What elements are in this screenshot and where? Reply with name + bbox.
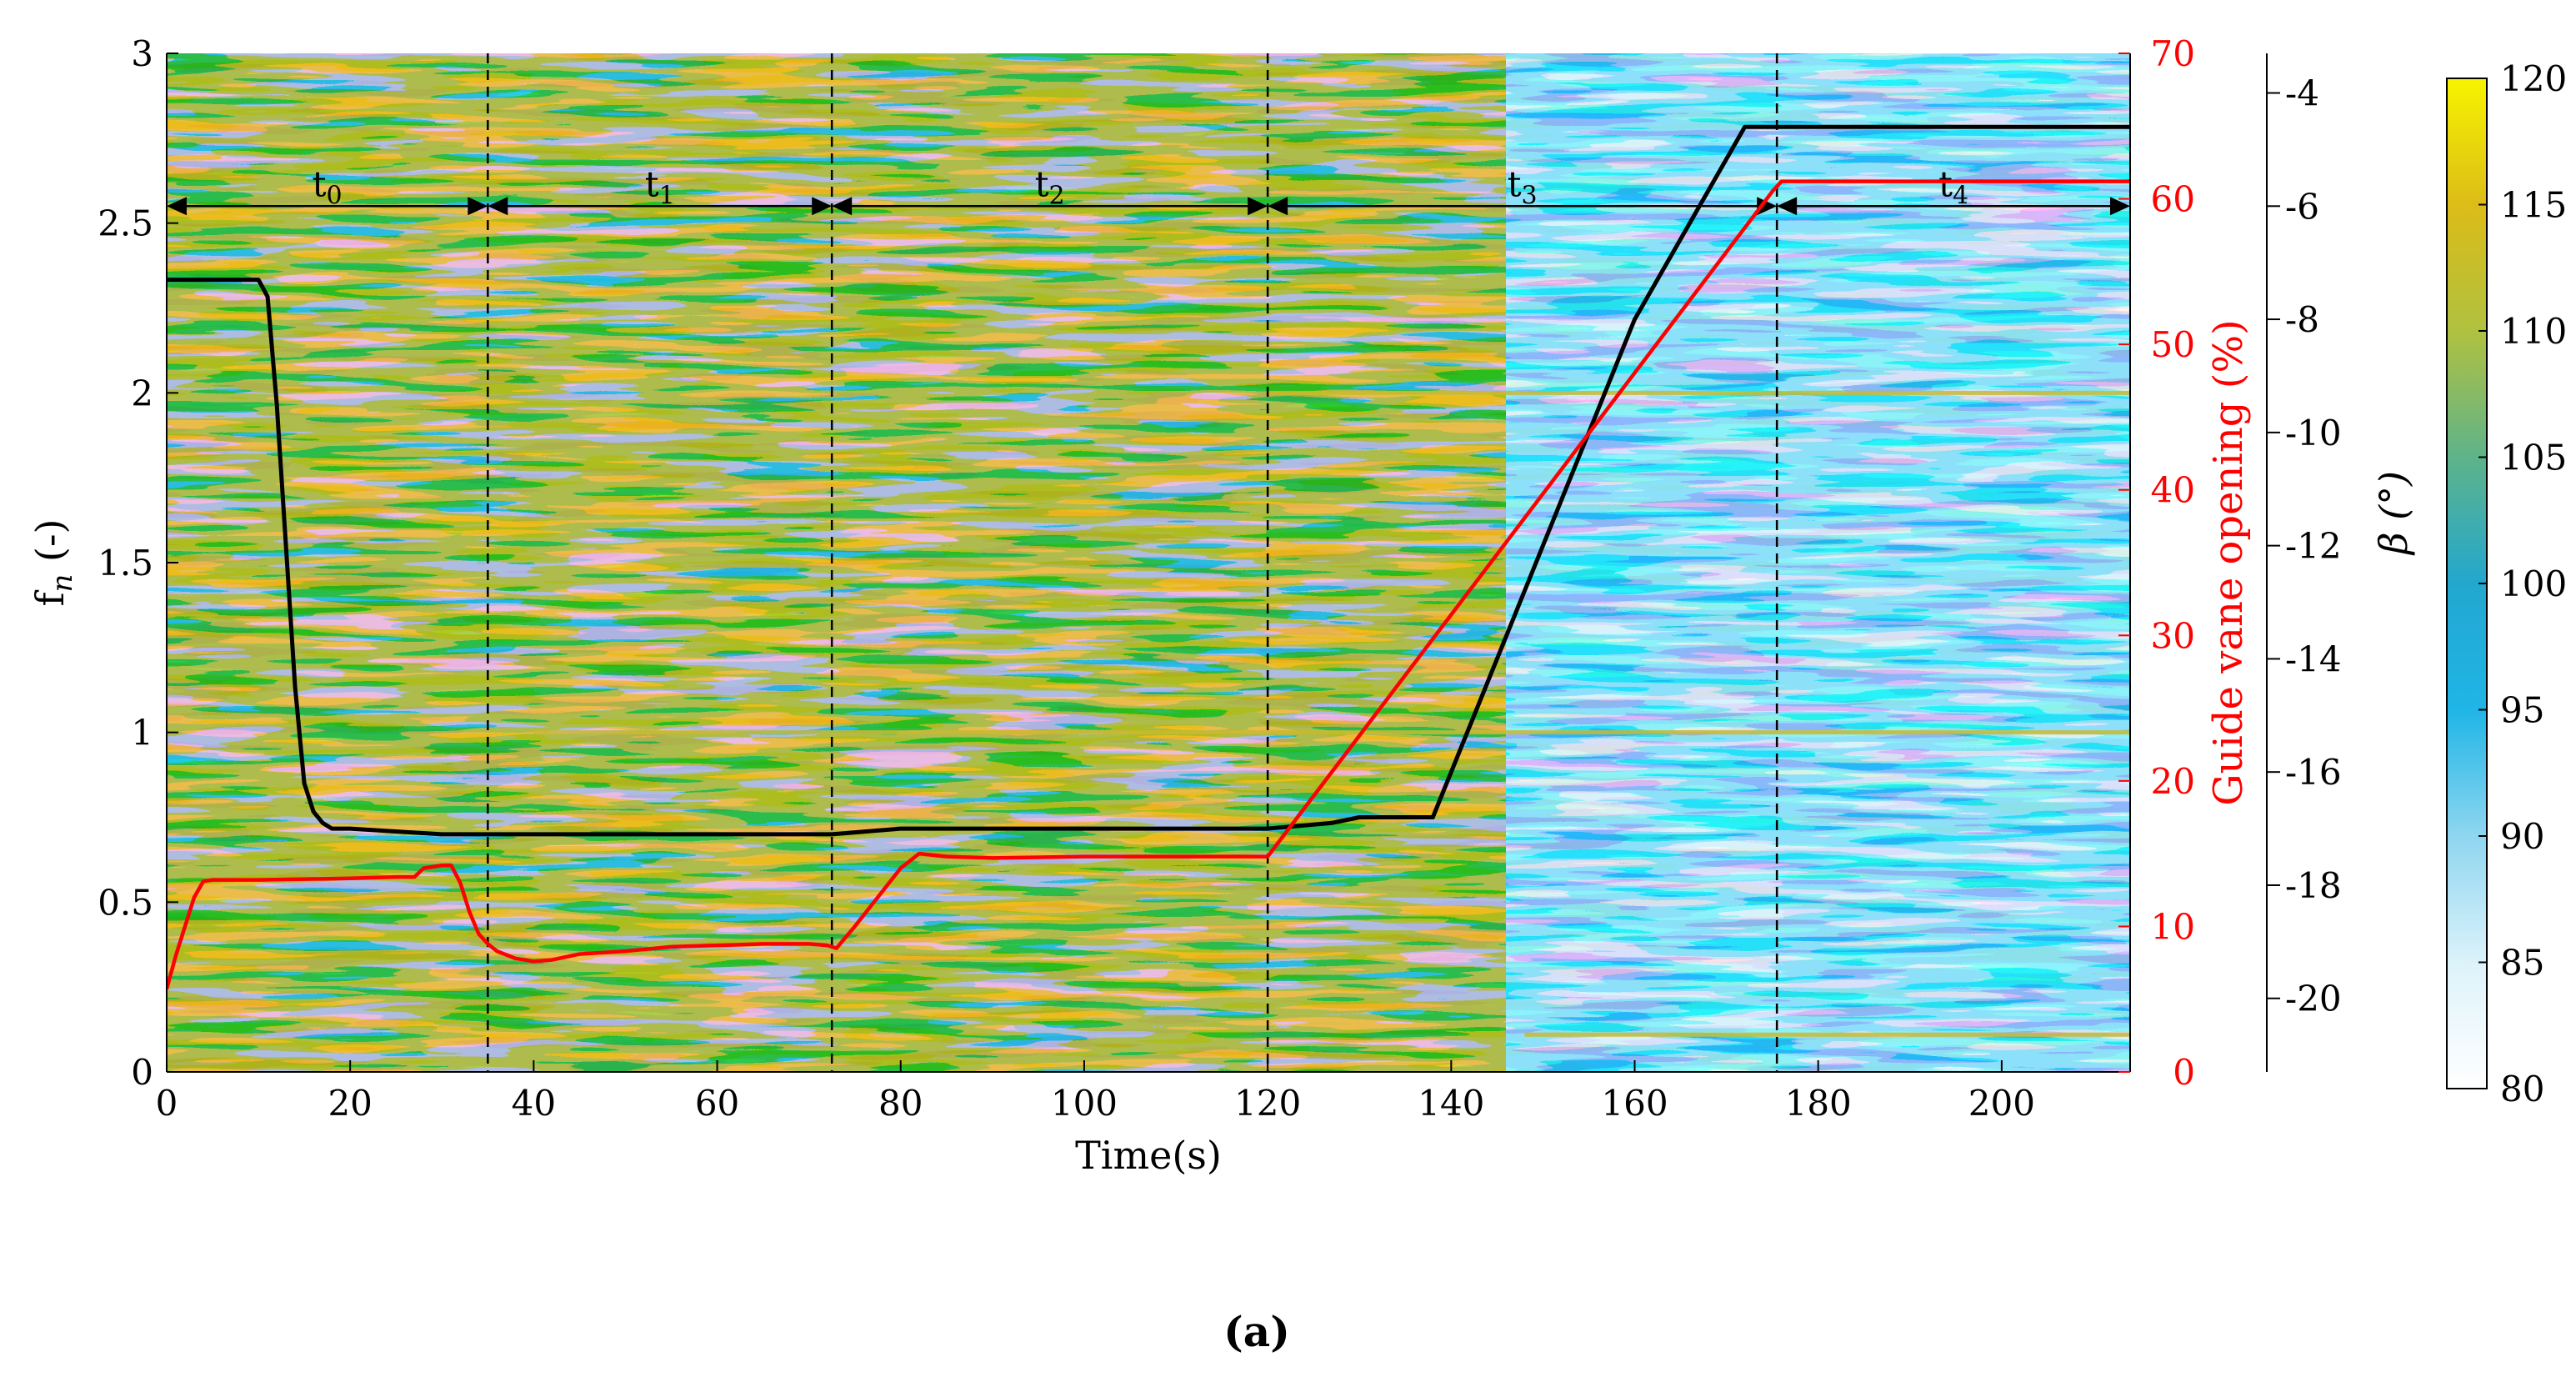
x-tick-label: 60 — [695, 1083, 739, 1124]
phase-arrow-3 — [1268, 197, 1778, 216]
phase-arrow-2 — [832, 197, 1268, 216]
colorbar-tick-label: 85 — [2500, 943, 2544, 984]
y-guide-vane-tick-label: 30 — [2151, 615, 2195, 656]
y-beta-tick-label: -18 — [2285, 865, 2342, 906]
heatmap-field — [167, 53, 2130, 1072]
phase-label-4: t4 — [1938, 163, 1968, 210]
axes: 0 20 40 60 80 100 120 140 160 180 20000.511.522.53… — [98, 33, 2341, 1124]
y-left-tick-label: 2.5 — [98, 203, 153, 244]
phase-arrow-head-left-2 — [832, 197, 853, 216]
colorbar-tick-label: 100 — [2500, 563, 2567, 604]
series-line-beta — [167, 124, 2130, 837]
colorbar-tick-label: 115 — [2500, 185, 2567, 226]
colorbar-tick-label: 105 — [2500, 438, 2567, 478]
phase-label-1: t1 — [645, 163, 675, 210]
heatmap-texture-early — [167, 53, 1507, 1072]
colorbar-tick-label: 110 — [2500, 311, 2567, 352]
colorbar: 80 85 90 95 100 105 110 115 120 — [2446, 58, 2567, 1109]
x-tick-label: 0 — [156, 1083, 178, 1124]
x-tick-label: 80 — [878, 1083, 923, 1124]
y-beta-tick-label: -20 — [2285, 979, 2342, 1019]
colorbar-tick-label: 90 — [2500, 816, 2544, 857]
x-tick-label: 140 — [1418, 1083, 1484, 1124]
x-axis-title: Time(s) — [1075, 1133, 1222, 1178]
y-axis-guide-vane-title: Guide vane opening (%) — [2205, 319, 2252, 806]
series-line-guide_vane — [167, 179, 2130, 990]
y-beta-tick-label: -8 — [2285, 299, 2319, 340]
y-beta-tick-label: -16 — [2285, 752, 2342, 793]
y-left-tick-label: 1.5 — [98, 543, 153, 583]
phase-arrow-head-left-4 — [1777, 197, 1798, 216]
phase-arrow-1 — [488, 197, 833, 216]
y-guide-vane-tick-label: 20 — [2151, 761, 2195, 802]
y-left-tick-label: 3 — [131, 33, 153, 74]
phase-arrows: t0 t1 t2 t3 t4 — [167, 163, 2130, 216]
y-left-tick-label: 2 — [131, 373, 153, 413]
y-axis-left-title-main: f — [28, 590, 73, 607]
phase-arrow-4 — [1777, 197, 2130, 216]
x-tick-label: 20 — [328, 1083, 372, 1124]
phase-arrow-head-right-3 — [1757, 197, 1778, 216]
phase-arrow-head-left-1 — [488, 197, 508, 216]
x-tick-label: 160 — [1601, 1083, 1668, 1124]
phase-boundaries — [487, 53, 1778, 1072]
phase-label-2: t2 — [1035, 163, 1065, 210]
phase-arrow-head-left-3 — [1268, 197, 1288, 216]
x-tick-label: 100 — [1051, 1083, 1118, 1124]
y-axis-left-title-suffix: (-) — [28, 519, 73, 574]
y-guide-vane-tick-label: 0 — [2173, 1052, 2195, 1093]
phase-arrow-head-right-1 — [812, 197, 833, 216]
colorbar-tick-label: 80 — [2500, 1069, 2544, 1109]
colorbar-gradient — [2446, 78, 2488, 1089]
phase-label-0: t0 — [313, 163, 343, 210]
phase-label-3: t3 — [1508, 163, 1538, 210]
colorbar-tick-label: 95 — [2500, 690, 2544, 731]
y-guide-vane-tick-label: 10 — [2151, 906, 2195, 947]
harmonic-lines — [533, 390, 2130, 1037]
y-axis-beta-title: β (°) — [2371, 471, 2416, 556]
figure-caption: (a) — [1223, 1307, 1290, 1356]
x-tick-label: 200 — [1968, 1083, 2035, 1124]
phase-arrow-head-left-0 — [167, 197, 187, 216]
y-beta-tick-label: -6 — [2285, 186, 2319, 227]
y-guide-vane-tick-label: 70 — [2151, 33, 2195, 74]
x-tick-label: 40 — [512, 1083, 556, 1124]
phase-arrow-head-right-2 — [1248, 197, 1268, 216]
y-left-tick-label: 0.5 — [98, 882, 153, 923]
phase-arrow-0 — [167, 197, 488, 216]
y-left-tick-label: 0 — [131, 1052, 153, 1093]
y-beta-tick-label: -4 — [2285, 73, 2319, 114]
y-axis-left-title-sub: n — [46, 574, 79, 593]
phase-arrow-head-right-0 — [468, 197, 488, 216]
x-tick-label: 180 — [1785, 1083, 1852, 1124]
y-guide-vane-tick-label: 60 — [2151, 179, 2195, 220]
colorbar-tick-label: 120 — [2500, 58, 2567, 99]
series-layer — [167, 124, 2130, 990]
y-axis-left-title: fn (-) — [28, 519, 79, 607]
x-tick-label: 120 — [1234, 1083, 1301, 1124]
y-left-tick-label: 1 — [131, 713, 153, 754]
y-guide-vane-tick-label: 40 — [2151, 470, 2195, 511]
y-beta-tick-label: -10 — [2285, 413, 2342, 453]
y-guide-vane-tick-label: 50 — [2151, 324, 2195, 365]
heatmap-texture-late — [1506, 53, 2130, 1072]
y-beta-tick-label: -12 — [2285, 526, 2342, 567]
y-beta-tick-label: -14 — [2285, 638, 2342, 679]
phase-arrow-head-right-4 — [2110, 197, 2130, 216]
